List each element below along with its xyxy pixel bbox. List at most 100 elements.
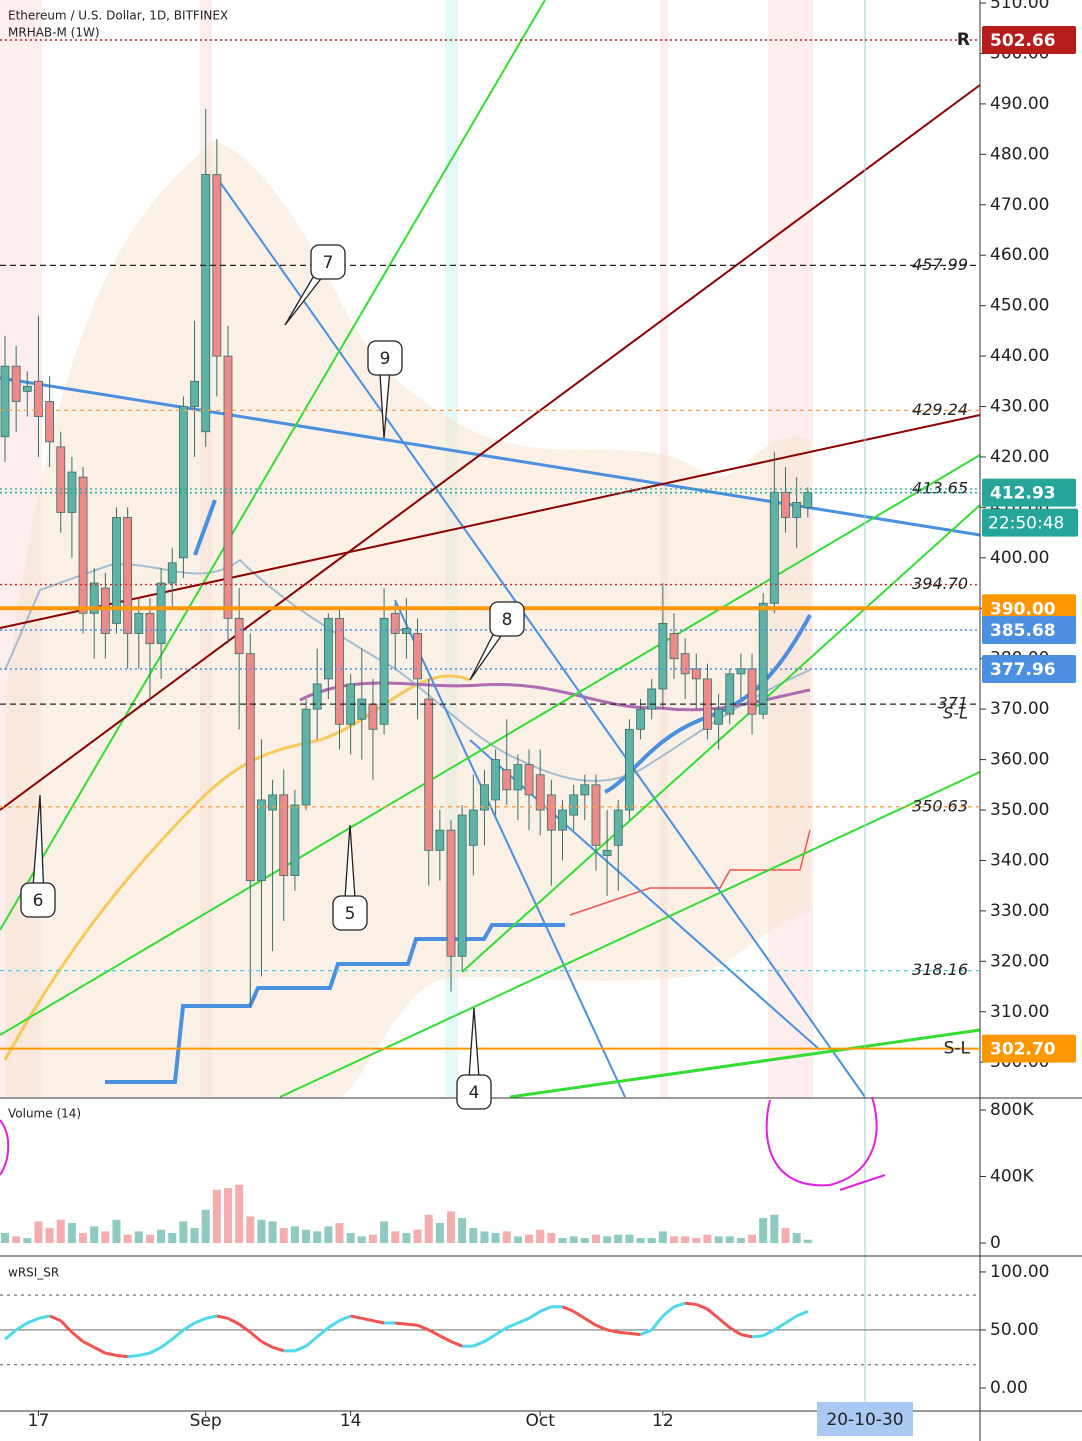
volume-bar bbox=[447, 1211, 455, 1244]
volume-bar bbox=[67, 1223, 76, 1244]
callout-box bbox=[310, 244, 346, 280]
rsi-segment bbox=[762, 1328, 776, 1338]
rsi-segment bbox=[661, 1305, 675, 1318]
candle-body bbox=[279, 794, 289, 876]
rsi-segment bbox=[149, 1346, 162, 1355]
volume-bar bbox=[123, 1234, 132, 1244]
y-tick-label: 510.00 bbox=[990, 0, 1049, 13]
price-note: R bbox=[957, 30, 970, 50]
volume-bar bbox=[335, 1223, 344, 1244]
volume-bar bbox=[12, 1236, 21, 1244]
rsi-segment bbox=[59, 1319, 73, 1334]
candle-body bbox=[178, 406, 188, 559]
y-tick-label: 450.00 bbox=[990, 296, 1049, 316]
candle-body bbox=[781, 491, 790, 518]
candle-body bbox=[223, 355, 233, 619]
volume-bar bbox=[224, 1188, 232, 1244]
volume-bar bbox=[435, 1223, 444, 1244]
level-label: 350.63 bbox=[912, 796, 968, 815]
volume-bar bbox=[235, 1184, 244, 1244]
rsi-segment bbox=[350, 1314, 363, 1320]
y-tick-label: 0.00 bbox=[990, 1378, 1028, 1398]
volume-bar bbox=[157, 1229, 166, 1244]
rsi-segment bbox=[416, 1323, 430, 1332]
candle-body bbox=[480, 784, 489, 811]
candle-body bbox=[290, 804, 300, 876]
rsi-segment bbox=[561, 1305, 575, 1313]
volume-bar bbox=[670, 1236, 678, 1244]
candle-body bbox=[535, 774, 545, 811]
rsi-segment bbox=[260, 1340, 274, 1349]
volume-bar bbox=[145, 1234, 154, 1244]
rsi-segment bbox=[439, 1334, 452, 1343]
candle-body bbox=[569, 794, 579, 816]
rsi-segment bbox=[584, 1317, 597, 1327]
candle-body bbox=[335, 617, 344, 725]
rsi-segment bbox=[684, 1301, 697, 1306]
volume-bar bbox=[413, 1229, 422, 1244]
volume-bar bbox=[725, 1236, 734, 1244]
rsi-segment bbox=[138, 1351, 151, 1357]
candle-body bbox=[524, 764, 534, 796]
volume-bar bbox=[246, 1216, 255, 1244]
chart-title: Ethereum / U.S. Dollar, 1D, BITFINEX bbox=[8, 9, 228, 23]
volume-bar bbox=[647, 1238, 656, 1244]
volume-bar bbox=[536, 1229, 545, 1244]
volume-bar bbox=[502, 1231, 511, 1244]
volume-bar bbox=[134, 1231, 143, 1244]
price-box bbox=[982, 1034, 1076, 1063]
rsi-segment bbox=[673, 1301, 686, 1309]
rsi-segment bbox=[751, 1334, 764, 1339]
callout-label: 7 bbox=[323, 253, 334, 273]
candle-body bbox=[747, 668, 757, 715]
level-label: 394.70 bbox=[912, 574, 968, 593]
rsi-segment bbox=[249, 1331, 263, 1343]
candle-body bbox=[602, 849, 612, 856]
y-tick-label: 370.00 bbox=[990, 699, 1049, 719]
callout-label: 5 bbox=[345, 904, 356, 924]
y-tick-label: 360.00 bbox=[990, 750, 1049, 770]
rsi-segment bbox=[472, 1340, 486, 1348]
rsi-segment bbox=[539, 1305, 552, 1313]
trend-lines bbox=[0, 0, 981, 1412]
volume-bar bbox=[302, 1229, 311, 1244]
x-tick-label: 17 bbox=[28, 1411, 50, 1431]
rsi-segment bbox=[294, 1344, 307, 1353]
candle-body bbox=[591, 784, 601, 846]
rsi-segment bbox=[450, 1340, 463, 1348]
candle-body bbox=[513, 764, 523, 791]
x-tick-label: Sep bbox=[190, 1411, 222, 1431]
volume-bar bbox=[357, 1236, 366, 1244]
volume-bar bbox=[525, 1234, 534, 1244]
volume-bar bbox=[458, 1218, 467, 1244]
volume-bar bbox=[547, 1233, 556, 1244]
y-tick-label: 330.00 bbox=[990, 901, 1049, 921]
volume-bar bbox=[201, 1209, 210, 1244]
rsi-segment bbox=[82, 1340, 95, 1349]
candle-body bbox=[257, 799, 266, 882]
candle-body bbox=[45, 401, 54, 443]
candle-body bbox=[491, 759, 501, 801]
volume-bar bbox=[759, 1218, 768, 1244]
countdown-box bbox=[982, 508, 1078, 537]
rsi-segment bbox=[116, 1353, 128, 1359]
volume-bar bbox=[112, 1219, 121, 1244]
rsi-segment bbox=[38, 1314, 50, 1320]
volume-bar bbox=[1, 1233, 9, 1244]
rsi-segment bbox=[193, 1316, 207, 1325]
y-tick-label: 400.00 bbox=[990, 548, 1049, 568]
rsi-segment bbox=[15, 1321, 29, 1332]
candle-body bbox=[792, 501, 802, 518]
rsi-segment bbox=[650, 1315, 665, 1331]
candle-body bbox=[301, 708, 311, 806]
y-tick-label: 320.00 bbox=[990, 951, 1049, 971]
callout-box bbox=[367, 340, 403, 376]
price-box bbox=[982, 654, 1076, 683]
volume-bar bbox=[45, 1228, 54, 1244]
volume-bar bbox=[480, 1231, 489, 1244]
volume-bar bbox=[603, 1236, 612, 1244]
x-tick-label: 14 bbox=[340, 1411, 362, 1431]
candle-body bbox=[714, 708, 723, 725]
rsi-segment bbox=[572, 1310, 586, 1320]
candle-body bbox=[234, 617, 244, 655]
